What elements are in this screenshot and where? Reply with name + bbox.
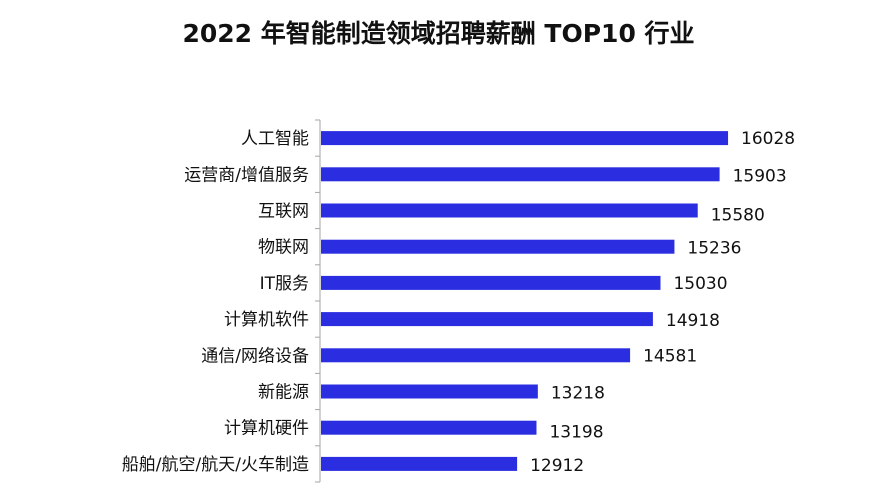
category-label: IT服务	[260, 274, 309, 294]
category-label: 计算机软件	[224, 310, 309, 330]
bar	[321, 203, 698, 218]
category-label: 互联网	[258, 202, 309, 222]
data-label: 15236	[687, 239, 741, 259]
bar	[321, 131, 729, 146]
bar	[321, 456, 518, 471]
category-label: 通信/网络设备	[201, 346, 309, 366]
bar	[321, 420, 537, 435]
data-label: 15030	[673, 274, 727, 294]
bar	[321, 312, 653, 327]
category-label: 计算机硬件	[224, 419, 309, 439]
data-label: 14581	[643, 346, 697, 366]
data-label: 13218	[551, 384, 605, 404]
category-label: 人工智能	[241, 129, 309, 149]
bar	[321, 384, 538, 399]
category-label: 物联网	[258, 238, 309, 258]
data-label: 12912	[530, 456, 584, 476]
bar	[321, 167, 720, 182]
chart-title: 2022 年智能制造领域招聘薪酬 TOP10 行业	[182, 19, 695, 48]
data-label: 14918	[666, 311, 720, 331]
bar	[321, 239, 675, 254]
data-label: 15580	[711, 206, 765, 226]
bar	[321, 275, 661, 290]
data-label: 16028	[741, 129, 795, 149]
category-label: 新能源	[258, 383, 309, 403]
category-label: 船舶/航空/航天/火车制造	[122, 455, 309, 475]
bar	[321, 348, 631, 363]
category-label: 运营商/增值服务	[184, 165, 309, 185]
data-label: 15903	[733, 166, 787, 186]
data-label: 13198	[549, 423, 603, 443]
